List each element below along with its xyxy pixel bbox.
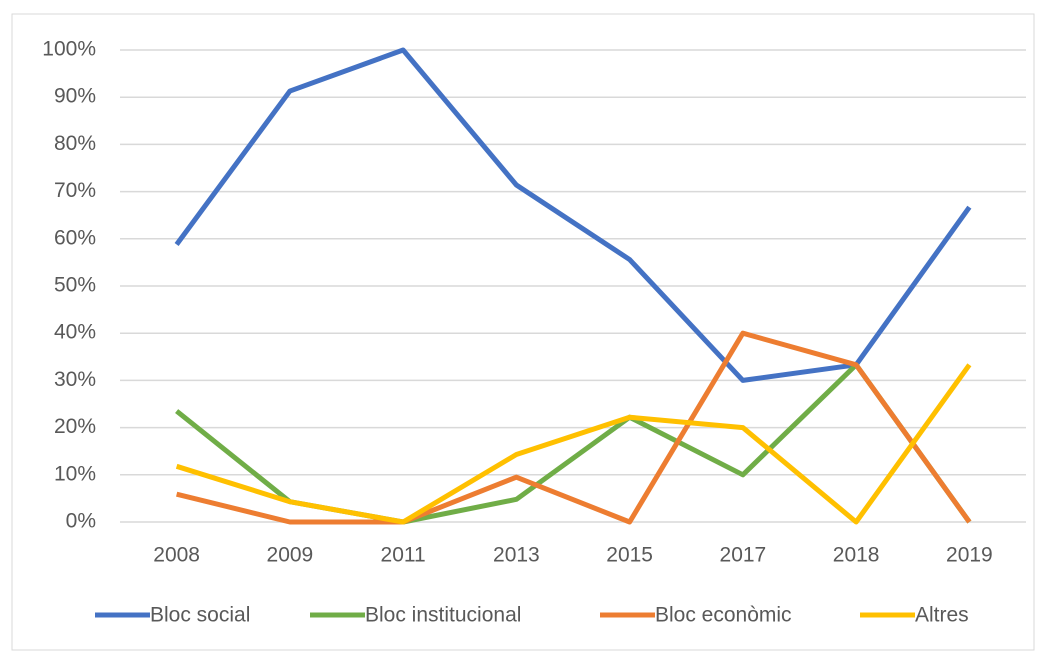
series-line: [175, 363, 972, 525]
y-tick-label: 10%: [54, 462, 96, 485]
x-tick-label: 2011: [381, 544, 426, 567]
x-tick-label: 2017: [720, 544, 767, 567]
x-tick-label: 2018: [833, 544, 880, 567]
chart-frame: [11, 13, 1035, 651]
y-tick-label: 50%: [54, 274, 96, 297]
x-tick-label: 2009: [267, 544, 314, 567]
x-tick-label: 2013: [493, 544, 540, 567]
legend-label: Bloc social: [150, 604, 250, 627]
y-tick-label: 20%: [54, 415, 96, 438]
legend-label: Bloc institucional: [365, 604, 521, 627]
y-tick-label: 100%: [42, 38, 96, 61]
legend-label: Bloc econòmic: [655, 604, 792, 627]
y-tick-label: 80%: [54, 132, 96, 155]
y-tick-label: 40%: [54, 321, 96, 344]
x-tick-label: 2015: [606, 544, 653, 567]
series-line: [176, 330, 972, 525]
y-tick-label: 0%: [66, 510, 96, 533]
y-tick-label: 70%: [54, 179, 96, 202]
series-line: [174, 47, 972, 383]
x-tick-label: 2008: [153, 544, 200, 567]
y-tick-label: 30%: [54, 368, 96, 391]
y-tick-label: 90%: [54, 85, 96, 108]
x-tick-label: 2019: [946, 544, 993, 567]
y-tick-label: 60%: [54, 226, 96, 249]
legend-label: Altres: [915, 604, 969, 627]
